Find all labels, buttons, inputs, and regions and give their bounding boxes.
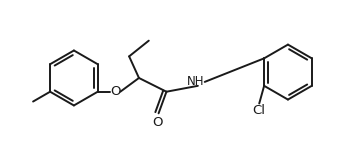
Text: Cl: Cl (253, 104, 266, 117)
Text: NH: NH (187, 75, 205, 88)
Text: O: O (152, 116, 163, 129)
Text: O: O (110, 85, 121, 98)
